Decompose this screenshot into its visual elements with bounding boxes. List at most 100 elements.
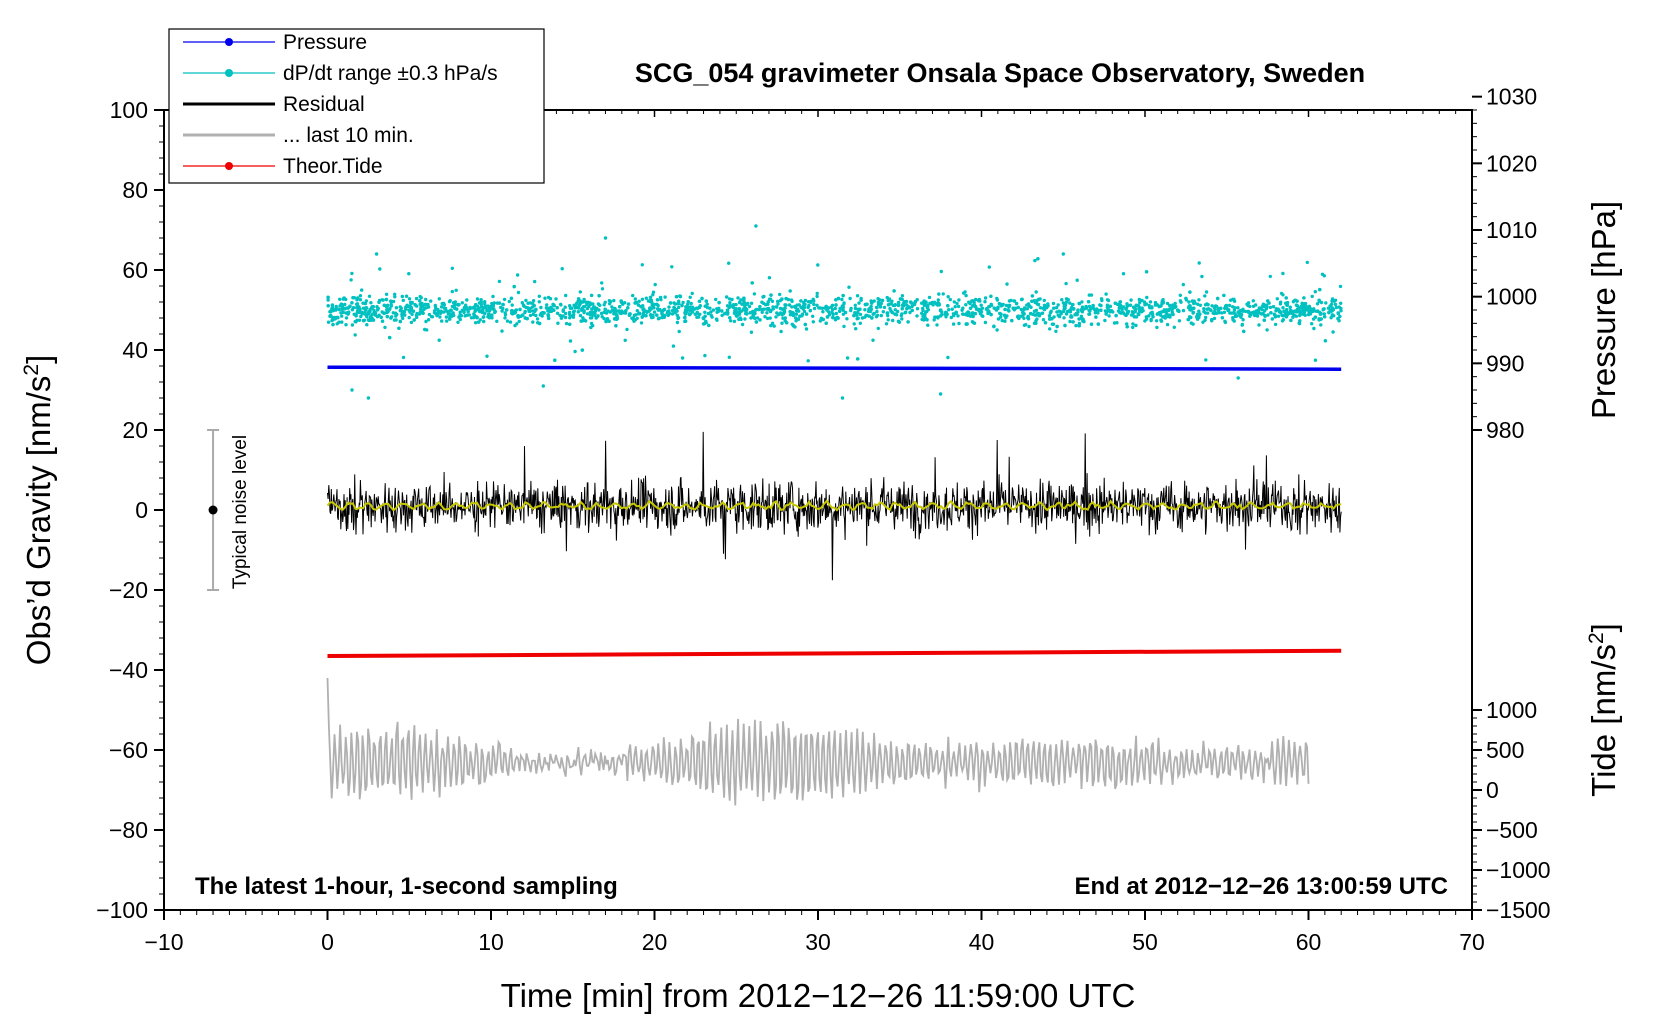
dpdt-point <box>1228 311 1232 315</box>
dpdt-point <box>400 294 404 299</box>
dpdt-point <box>1048 327 1052 331</box>
dpdt-point <box>640 297 645 301</box>
y-tick-label: 80 <box>122 177 148 203</box>
dpdt-point <box>1273 322 1278 327</box>
dpdt-point <box>1080 300 1084 304</box>
dpdt-point <box>667 305 671 309</box>
dpdt-point <box>418 312 422 316</box>
dpdt-point <box>651 305 656 310</box>
dpdt-point <box>1094 315 1098 319</box>
dpdt-point <box>1210 318 1214 322</box>
dpdt-point <box>1188 304 1192 308</box>
dpdt-point <box>720 309 724 313</box>
dpdt-point <box>472 305 476 309</box>
dpdt-point <box>1139 310 1144 314</box>
dpdt-point <box>459 314 463 318</box>
dpdt-point <box>589 293 594 298</box>
dpdt-point <box>965 322 969 326</box>
dpdt-point <box>568 312 572 317</box>
dpdt-point <box>1324 301 1328 305</box>
dpdt-point <box>921 306 925 311</box>
dpdt-point <box>1080 309 1084 313</box>
dpdt-point <box>736 296 740 300</box>
dpdt-point <box>437 297 441 301</box>
dpdt-point <box>595 306 599 311</box>
dpdt-point <box>1125 303 1130 307</box>
dpdt-point <box>774 315 778 319</box>
dpdt-point <box>956 314 960 318</box>
dpdt-point <box>541 384 545 388</box>
dpdt-point <box>811 314 815 318</box>
dpdt-point <box>953 305 957 309</box>
dpdt-point <box>977 309 981 313</box>
dpdt-point <box>357 318 362 322</box>
dpdt-point <box>1302 311 1306 315</box>
dpdt-point <box>530 301 535 306</box>
dpdt-point <box>1030 294 1035 298</box>
dpdt-point <box>983 296 988 300</box>
dpdt-point <box>1051 322 1056 326</box>
dpdt-point <box>692 307 696 311</box>
dpdt-point <box>892 289 896 293</box>
dpdt-point <box>365 323 369 327</box>
dpdt-point <box>656 317 661 321</box>
dpdt-point <box>355 305 359 310</box>
dpdt-point <box>586 300 590 305</box>
dpdt-point <box>767 276 772 280</box>
dpdt-point <box>858 307 862 311</box>
dpdt-point <box>754 320 759 324</box>
dpdt-point <box>680 356 685 360</box>
dpdt-point <box>765 316 770 321</box>
legend-label: Pressure <box>283 31 367 54</box>
dpdt-point <box>409 306 414 310</box>
dpdt-point <box>937 292 941 296</box>
dpdt-point <box>802 309 807 314</box>
dpdt-point <box>1177 319 1182 323</box>
dpdt-point <box>717 300 721 305</box>
dpdt-point <box>915 314 919 318</box>
dpdt-point <box>1223 320 1228 325</box>
dpdt-point <box>1313 358 1318 362</box>
dpdt-point <box>925 306 930 310</box>
dpdt-point <box>344 323 348 327</box>
dpdt-point <box>1201 320 1205 324</box>
dpdt-point <box>412 318 416 322</box>
dpdt-point <box>1321 307 1325 312</box>
dpdt-point <box>343 307 347 311</box>
dpdt-point <box>355 302 360 306</box>
dpdt-point <box>505 319 510 323</box>
dpdt-point <box>1181 308 1186 313</box>
dpdt-point <box>1281 306 1285 310</box>
dpdt-point <box>875 306 879 310</box>
dpdt-point <box>539 305 543 310</box>
dpdt-point <box>725 304 730 308</box>
dpdt-point <box>367 318 371 322</box>
dpdt-point <box>710 315 714 319</box>
dpdt-point <box>370 305 374 309</box>
dpdt-point <box>1253 313 1257 318</box>
dpdt-point <box>334 304 338 309</box>
dpdt-point <box>1297 321 1302 326</box>
dpdt-point <box>808 308 812 313</box>
dpdt-point <box>408 310 412 314</box>
dpdt-point <box>532 304 536 308</box>
dpdt-point <box>510 311 514 315</box>
dpdt-point <box>563 315 568 320</box>
dpdt-point <box>886 318 890 322</box>
dpdt-point <box>354 314 358 318</box>
dpdt-point <box>442 306 447 310</box>
dpdt-point <box>780 321 784 325</box>
dpdt-point <box>1133 309 1137 314</box>
dpdt-point <box>510 309 514 313</box>
dpdt-point <box>902 304 906 308</box>
dpdt-point <box>1191 311 1195 315</box>
dpdt-point <box>360 288 364 292</box>
dpdt-point <box>1133 306 1137 311</box>
dpdt-point <box>1232 319 1236 323</box>
dpdt-point <box>688 295 692 299</box>
dpdt-point <box>804 312 809 316</box>
dpdt-point <box>749 301 754 305</box>
dpdt-point <box>537 300 541 304</box>
dpdt-point <box>553 358 557 362</box>
dpdt-point <box>909 300 913 304</box>
